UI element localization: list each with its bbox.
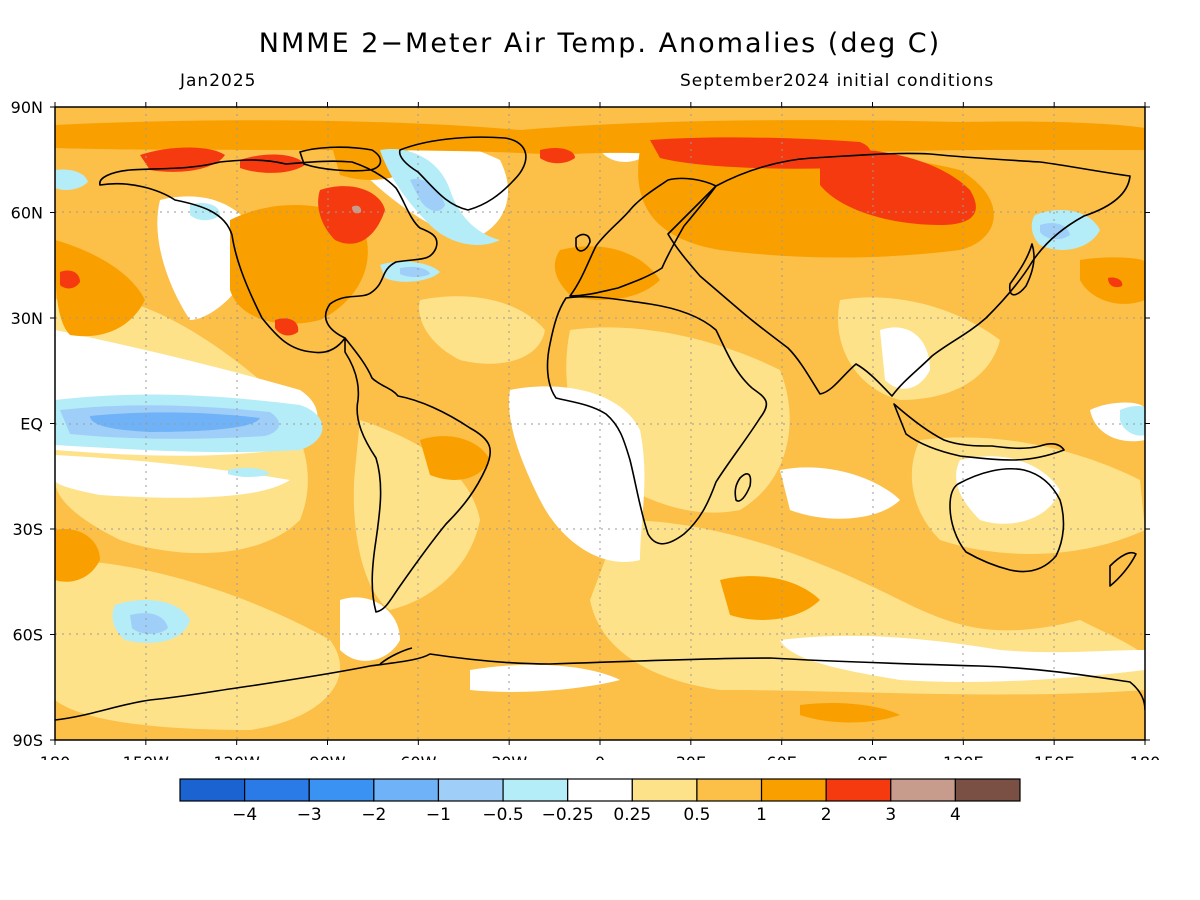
lon-tick-label: 120E xyxy=(943,753,984,760)
colorbar-swatch xyxy=(502,778,569,802)
colorbar-swatch xyxy=(825,778,892,802)
colorbar-label: −2 xyxy=(361,805,386,825)
anomaly-band-3-4 xyxy=(352,205,362,214)
colorbar-label: 4 xyxy=(950,805,961,825)
colorbar-label: 2 xyxy=(821,805,832,825)
latitude-labels: 90N 60N 30N EQ 30S 60S 90S xyxy=(11,98,43,750)
colorbar-swatch xyxy=(567,778,633,802)
colorbar-label: 0.25 xyxy=(613,805,651,825)
colorbar-label: −0.5 xyxy=(482,805,523,825)
lon-tick-label: 60E xyxy=(766,753,796,760)
lat-tick-label: EQ xyxy=(20,415,43,434)
lat-tick-label: 90S xyxy=(12,731,43,750)
anomaly-band-2-3 xyxy=(60,137,1123,336)
map-field xyxy=(55,107,1145,740)
anomaly-band-neg1 xyxy=(90,412,260,432)
colorbar-swatch xyxy=(954,778,1021,802)
colorbar-label: 3 xyxy=(885,805,896,825)
initial-conditions: September2024 initial conditions xyxy=(680,71,995,91)
colorbar-swatch xyxy=(373,778,440,802)
colorbar-label: 1 xyxy=(756,805,767,825)
axis-ticks xyxy=(50,102,1150,745)
colorbar-label: −1 xyxy=(426,805,451,825)
colorbar-swatch xyxy=(179,778,246,802)
lon-tick-label: 90W xyxy=(309,753,345,760)
map-grid xyxy=(55,107,1145,740)
forecast-month: Jan2025 xyxy=(180,71,257,91)
lon-tick-label: 30E xyxy=(676,753,706,760)
colorbar-label: 0.5 xyxy=(683,805,710,825)
colorbar-swatch xyxy=(308,778,375,802)
colorbar-labels: −4 −3 −2 −1 −0.5 −0.25 0.25 0.5 1 2 3 4 xyxy=(232,805,961,825)
lat-tick-label: 30N xyxy=(11,309,43,328)
lon-tick-label: 0 xyxy=(595,753,605,760)
colorbar-swatch xyxy=(760,778,827,802)
lon-tick-label: 180 xyxy=(40,753,71,760)
lon-tick-label: 180 xyxy=(1130,753,1161,760)
colorbar-swatches xyxy=(179,778,1021,802)
lon-tick-label: 90E xyxy=(857,753,887,760)
lat-tick-label: 90N xyxy=(11,98,43,117)
lon-tick-label: 150W xyxy=(123,753,170,760)
map-title: NMME 2−Meter Air Temp. Anomalies (deg C) xyxy=(258,28,942,59)
colorbar-label: −0.25 xyxy=(542,805,594,825)
colorbar-swatch xyxy=(696,778,763,802)
lon-tick-label: 30W xyxy=(491,753,527,760)
coastlines xyxy=(55,136,1145,721)
colorbar-swatch xyxy=(244,778,310,802)
lat-tick-label: 60S xyxy=(12,626,43,645)
colorbar-swatch xyxy=(437,778,504,802)
lon-tick-label: 120W xyxy=(213,753,260,760)
colorbar-swatch xyxy=(890,778,956,802)
lon-tick-label: 150E xyxy=(1034,753,1075,760)
colorbar-swatch xyxy=(631,778,698,802)
colorbar-label: −3 xyxy=(297,805,322,825)
lat-tick-label: 30S xyxy=(12,520,43,539)
anomaly-map: 90N 60N 30N EQ 30S 60S 90S 180 150W 120W 90W 60W 30… xyxy=(11,98,1161,760)
longitude-labels: 180 150W 120W 90W 60W 30W 0 30E 60E 90E 120E 150E 18… xyxy=(40,753,1161,760)
lon-tick-label: 60W xyxy=(400,753,436,760)
lat-tick-label: 60N xyxy=(11,204,43,223)
colorbar-label: −4 xyxy=(232,805,257,825)
